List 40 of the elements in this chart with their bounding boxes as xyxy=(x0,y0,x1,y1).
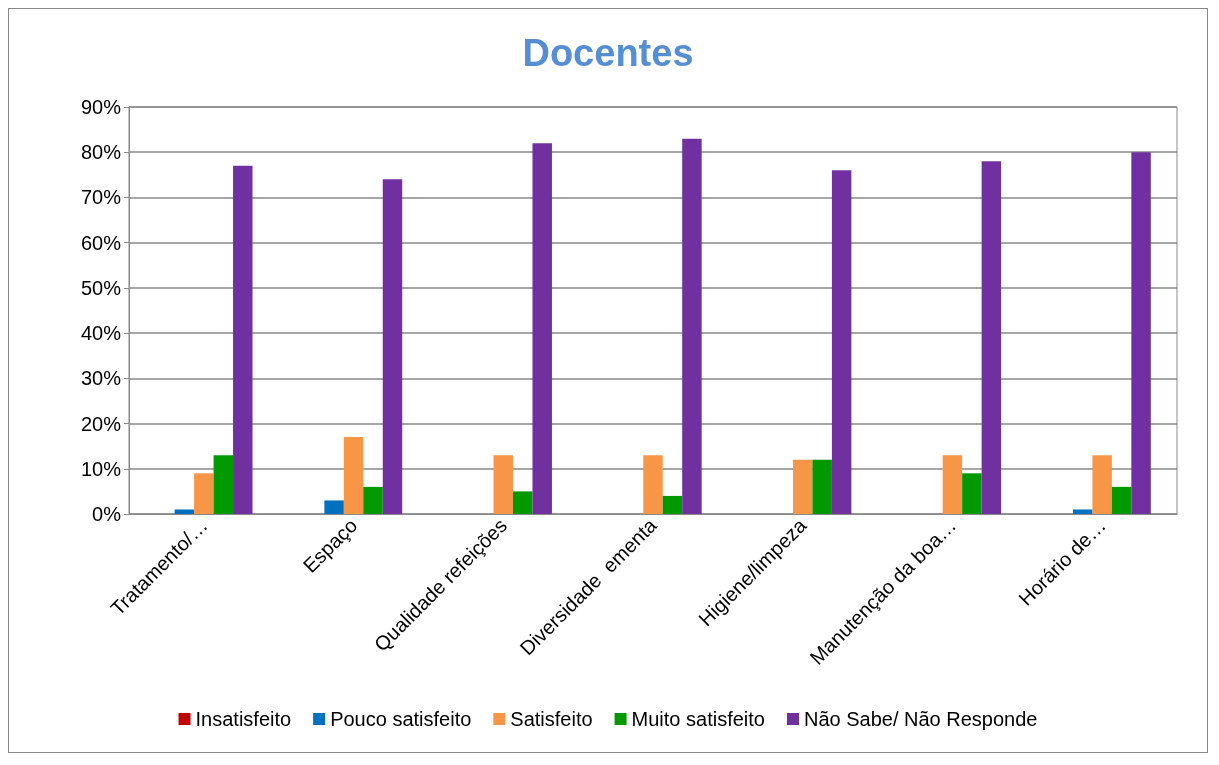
bar xyxy=(382,179,403,514)
y-tick-label: 60% xyxy=(80,231,122,254)
y-tick-label: 90% xyxy=(80,96,122,118)
bar xyxy=(343,437,364,514)
bar xyxy=(1131,152,1151,514)
y-tick-label: 0% xyxy=(92,503,122,525)
bar xyxy=(1072,509,1093,514)
legend-label: Pouco satisfeito xyxy=(330,708,472,730)
bar xyxy=(643,455,663,514)
legend-label: Não Sabe/ Não Responde xyxy=(803,708,1038,730)
bar xyxy=(194,473,214,514)
y-tick-label: 80% xyxy=(80,141,122,164)
y-tick-label: 50% xyxy=(80,276,122,299)
bar xyxy=(831,170,852,514)
bar xyxy=(962,473,982,514)
bar xyxy=(213,455,234,514)
bar xyxy=(324,500,344,514)
y-tick-label: 30% xyxy=(80,367,122,390)
bar xyxy=(1111,486,1132,514)
legend-label: Muito satisfeito xyxy=(631,708,765,730)
bar xyxy=(792,459,813,514)
bar xyxy=(981,161,1002,514)
bar xyxy=(532,143,552,514)
y-tick-label: 20% xyxy=(80,412,122,435)
bar xyxy=(812,459,832,514)
y-tick-label: 40% xyxy=(80,322,122,345)
bar xyxy=(682,138,702,514)
legend-label: Insatisfeito xyxy=(195,708,292,730)
y-tick-label: 70% xyxy=(80,186,122,209)
chart-title: Docentes xyxy=(522,32,694,74)
y-tick-label: 10% xyxy=(80,457,122,480)
bar xyxy=(942,455,963,514)
bar xyxy=(363,486,383,514)
bar xyxy=(493,455,514,514)
bar xyxy=(513,491,533,514)
bar xyxy=(233,165,253,514)
bar xyxy=(1092,455,1112,514)
bar xyxy=(174,509,195,514)
bar xyxy=(662,495,683,514)
legend-label: Satisfeito xyxy=(510,708,593,730)
